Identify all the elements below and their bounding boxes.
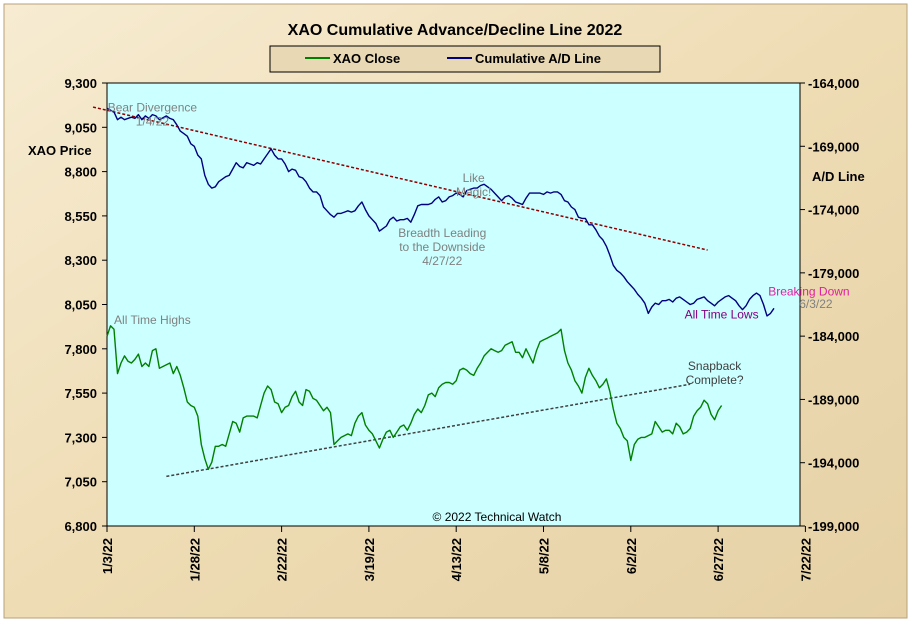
x-axis: 1/3/22 1/28/22 2/22/22 3/19/22 4/13/22 5/8/22…: [100, 525, 813, 581]
series-line-ad-line: [106, 107, 775, 317]
right-tick-label: -164,000: [808, 76, 859, 91]
right-tick-label: -194,000: [808, 456, 859, 471]
right-tick-label: -179,000: [808, 266, 859, 281]
annotation-text: Magic!: [456, 185, 491, 199]
x-tick-label: 6/27/22: [711, 538, 726, 581]
right-tick-label: -189,000: [808, 392, 859, 407]
copyright-text: © 2022 Technical Watch: [433, 510, 562, 524]
left-tick-label: 7,050: [64, 475, 97, 490]
right-tick-label: -169,000: [808, 139, 859, 154]
annotation-text: 1/4/22: [136, 114, 170, 128]
annotation-text: 4/27/22: [422, 254, 462, 268]
annotation-text: 6/3/22: [799, 297, 833, 311]
plot-area: [106, 82, 801, 527]
annotation-text: All Time Lows: [685, 308, 759, 322]
x-tick-label: 6/2/22: [624, 538, 639, 574]
x-tick-label: 2/22/22: [275, 538, 290, 581]
annotation-text: All Time Highs: [114, 313, 191, 327]
left-tick-label: 7,300: [64, 430, 97, 445]
annotation-text: Bear Divergence: [108, 100, 198, 114]
trendlines: [92, 106, 708, 478]
left-tick-label: 7,800: [64, 342, 97, 357]
series-lines: [106, 107, 775, 470]
left-tick-label: 8,300: [64, 253, 97, 268]
chart-title: XAO Cumulative Advance/Decline Line 2022: [288, 22, 623, 39]
legend-label-xao-close: XAO Close: [333, 51, 400, 66]
left-tick-label: 8,050: [64, 298, 97, 313]
right-tick-label: -199,000: [808, 519, 859, 534]
left-axis-label: XAO Price: [28, 143, 92, 158]
annotation-text: Snapback: [688, 359, 742, 373]
left-tick-label: 9,300: [64, 76, 97, 91]
x-tick-label: 1/3/22: [100, 538, 115, 574]
right-axis: -199,000 -194,000 -189,000 -184,000 -179,000…: [799, 76, 859, 534]
left-axis: 6,800 7,050 7,300 7,550 7,800 8,050 8,300 8,550…: [64, 76, 108, 534]
legend: XAO Close Cumulative A/D Line: [269, 45, 661, 73]
trendline-xao-support: [166, 383, 691, 478]
right-tick-label: -184,000: [808, 329, 859, 344]
left-tick-label: 6,800: [64, 519, 97, 534]
annotation-text: to the Downside: [399, 240, 485, 254]
legend-label-ad-line: Cumulative A/D Line: [475, 51, 601, 66]
annotation-text: Breadth Leading: [398, 226, 486, 240]
annotation-text: Complete?: [686, 373, 744, 387]
x-tick-label: 1/28/22: [187, 538, 202, 581]
left-tick-label: 9,050: [64, 120, 97, 135]
series-line-xao-close: [106, 325, 723, 470]
x-tick-label: 5/8/22: [537, 538, 552, 574]
left-tick-label: 8,550: [64, 209, 97, 224]
left-tick-label: 8,800: [64, 165, 97, 180]
x-tick-label: 3/19/22: [362, 538, 377, 581]
left-tick-label: 7,550: [64, 386, 97, 401]
right-axis-label: A/D Line: [812, 169, 865, 184]
x-tick-label: 4/13/22: [449, 538, 464, 581]
x-tick-label: 7/22/22: [798, 538, 813, 581]
annotation-text: Like: [463, 171, 485, 185]
right-tick-label: -174,000: [808, 203, 859, 218]
annotation-text: Breaking Down: [768, 285, 849, 299]
trendline-ad-resistance: [92, 106, 708, 251]
